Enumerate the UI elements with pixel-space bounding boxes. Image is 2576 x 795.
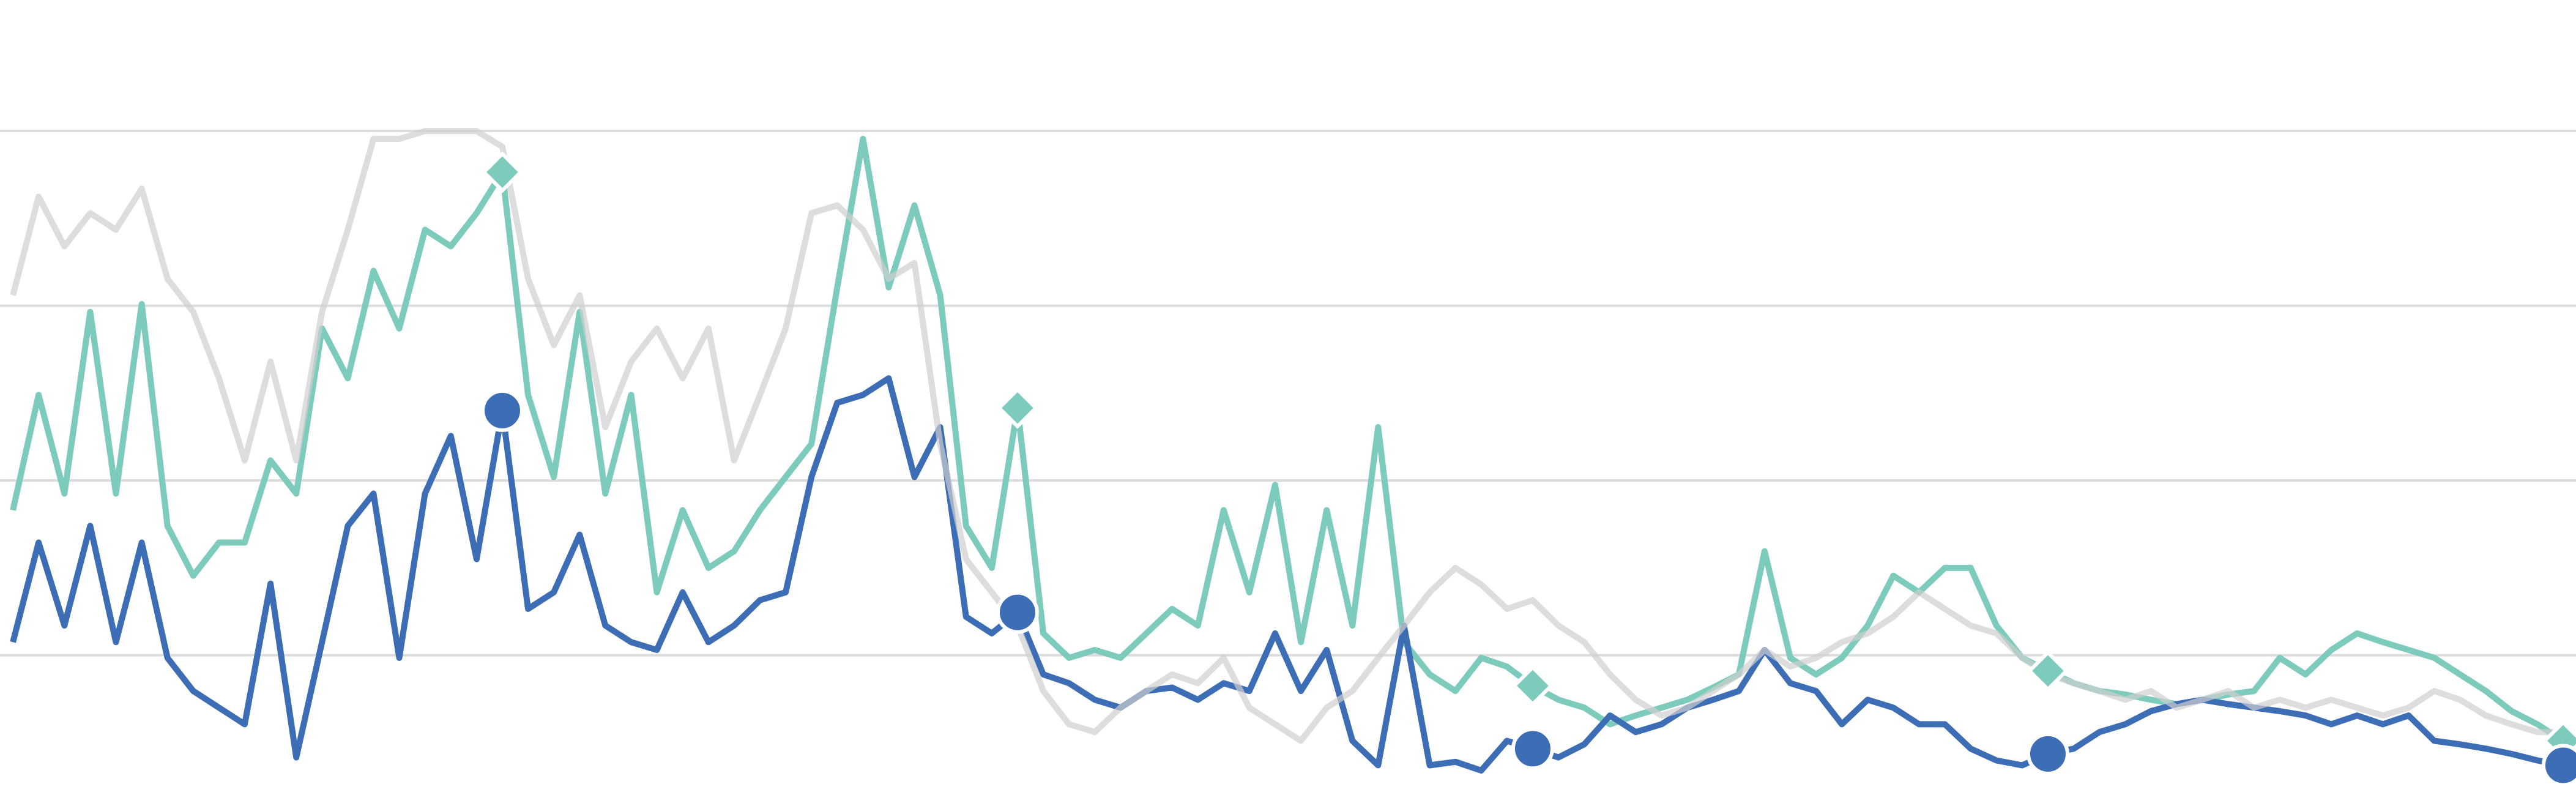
series-line xyxy=(10,128,2563,744)
point-marker xyxy=(1511,727,1554,771)
point-marker xyxy=(481,151,524,193)
point-marker xyxy=(2027,650,2069,692)
point-marker xyxy=(480,389,524,432)
point-marker xyxy=(996,591,1039,634)
point-marker xyxy=(996,387,1039,429)
point-marker xyxy=(2026,732,2069,775)
series-line xyxy=(10,375,2564,774)
point-marker xyxy=(2541,744,2576,787)
point-marker xyxy=(1511,665,1554,707)
